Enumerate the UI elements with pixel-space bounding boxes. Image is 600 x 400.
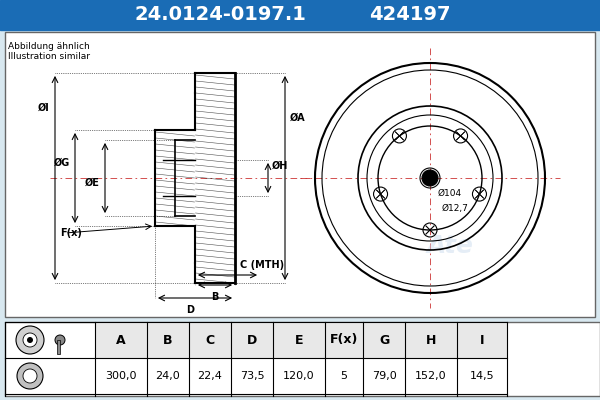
Text: 79,0: 79,0	[371, 371, 397, 381]
Text: 120,0: 120,0	[283, 371, 315, 381]
Text: ØI: ØI	[38, 103, 50, 113]
Text: ØG: ØG	[54, 158, 70, 168]
Text: Ø12,7: Ø12,7	[442, 204, 469, 212]
Text: C: C	[205, 334, 215, 346]
Text: 5: 5	[341, 371, 347, 381]
Bar	[5, 32, 595, 317]
Circle shape	[17, 363, 43, 389]
Text: 152,0: 152,0	[415, 371, 447, 381]
Text: Ø104: Ø104	[438, 188, 462, 198]
Bar	[57, 340, 60, 354]
Circle shape	[16, 326, 44, 354]
Text: E: E	[295, 334, 303, 346]
Text: D: D	[247, 334, 257, 346]
Text: D: D	[186, 305, 194, 315]
Text: 73,5: 73,5	[239, 371, 265, 381]
Circle shape	[55, 335, 65, 345]
Circle shape	[422, 170, 438, 186]
Text: F(x): F(x)	[330, 334, 358, 346]
Text: C (MTH): C (MTH)	[240, 260, 284, 270]
Text: I: I	[480, 334, 484, 346]
Text: Ate: Ate	[427, 234, 473, 258]
Text: H: H	[426, 334, 436, 346]
Bar	[95, 322, 507, 358]
Text: ØH: ØH	[272, 161, 289, 171]
Circle shape	[27, 337, 33, 343]
Text: 24.0124-0197.1: 24.0124-0197.1	[134, 6, 306, 24]
Text: B: B	[211, 292, 218, 302]
Text: 22,4: 22,4	[197, 371, 223, 381]
Text: F(x): F(x)	[60, 228, 82, 238]
Circle shape	[23, 333, 37, 347]
Circle shape	[428, 176, 432, 180]
Text: 14,5: 14,5	[470, 371, 494, 381]
Bar	[0, 0, 600, 30]
Text: Illustration similar: Illustration similar	[8, 52, 90, 61]
Text: Abbildung ähnlich: Abbildung ähnlich	[8, 42, 90, 51]
Text: 24,0: 24,0	[155, 371, 181, 381]
Bar	[5, 322, 600, 396]
Text: ØA: ØA	[290, 113, 305, 123]
Text: ØE: ØE	[85, 178, 100, 188]
Text: 424197: 424197	[369, 6, 451, 24]
Text: G: G	[379, 334, 389, 346]
Text: B: B	[163, 334, 173, 346]
Text: 300,0: 300,0	[105, 371, 137, 381]
Circle shape	[23, 369, 37, 383]
Text: A: A	[116, 334, 126, 346]
